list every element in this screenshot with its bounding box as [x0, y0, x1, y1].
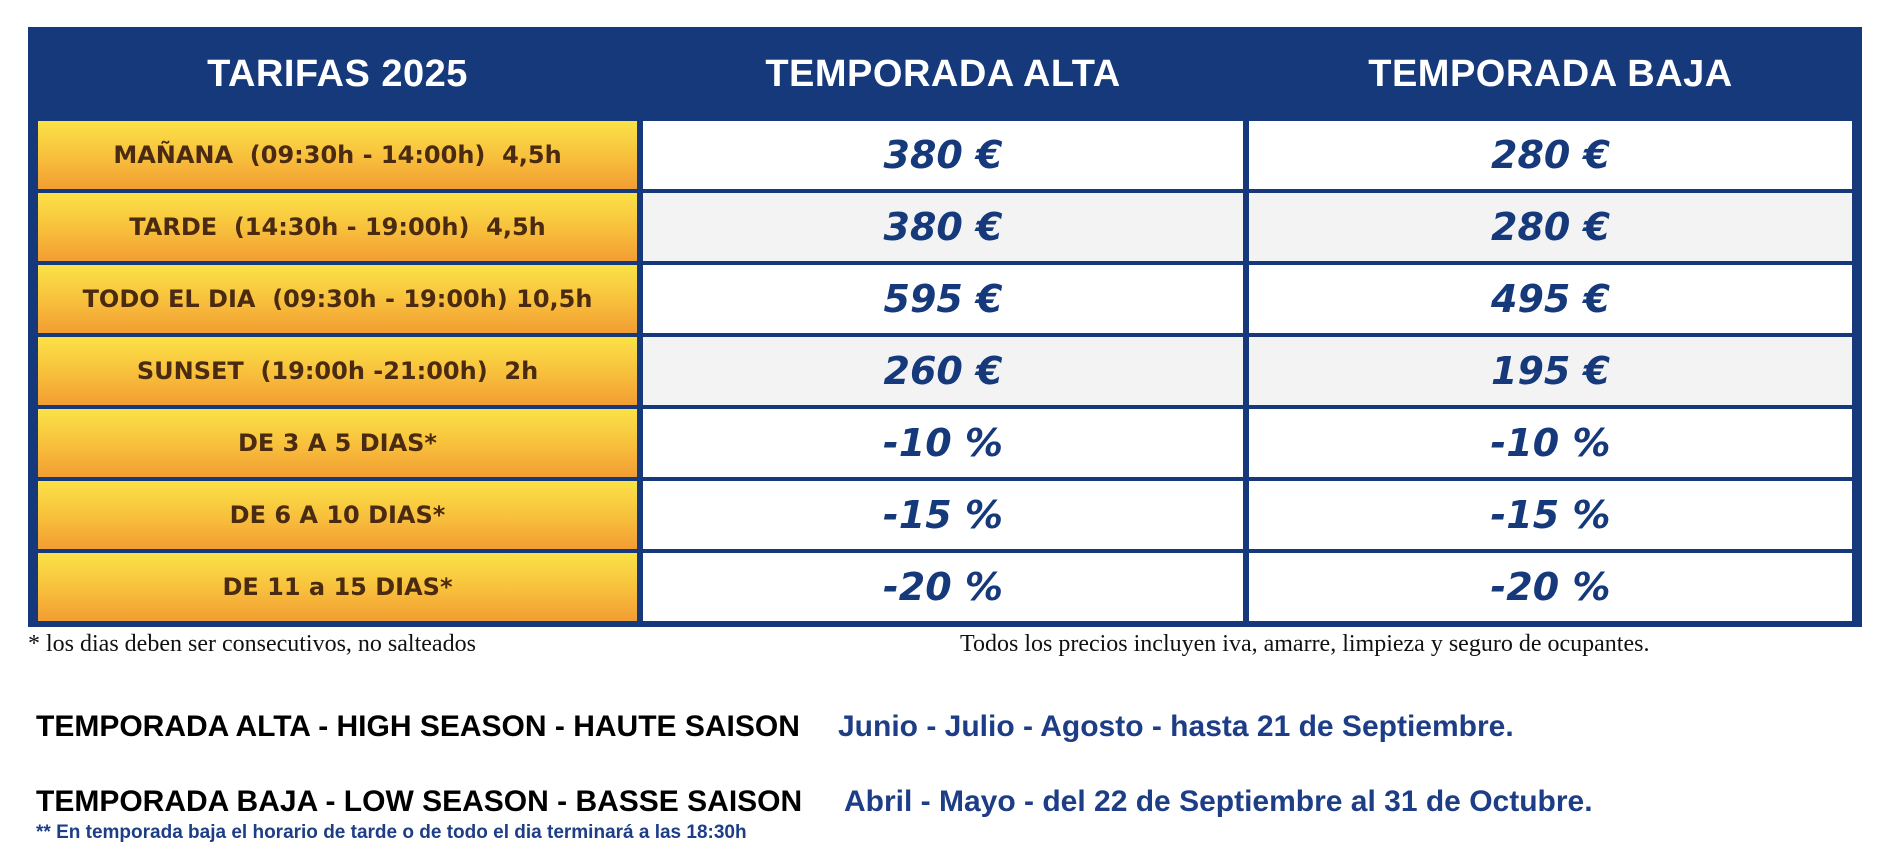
- row-label: MAÑANA (09:30h - 14:00h) 4,5h: [38, 121, 637, 189]
- price-alta: 595 €: [643, 265, 1243, 333]
- row-label: SUNSET (19:00h -21:00h) 2h: [38, 337, 637, 405]
- price-baja: 280 €: [1249, 121, 1852, 189]
- table-row: SUNSET (19:00h -21:00h) 2h 260 € 195 €: [28, 337, 1862, 405]
- discount-baja: -15 %: [1249, 481, 1852, 549]
- row-label: DE 6 A 10 DIAS*: [38, 481, 637, 549]
- high-season-dates: Junio - Julio - Agosto - hasta 21 de Sep…: [838, 710, 1514, 743]
- price-alta: 380 €: [643, 121, 1243, 189]
- table-row: DE 3 A 5 DIAS* -10 % -10 %: [28, 409, 1862, 477]
- table-row: TARDE (14:30h - 19:00h) 4,5h 380 € 280 €: [28, 193, 1862, 261]
- price-alta: 380 €: [643, 193, 1243, 261]
- price-baja: 495 €: [1249, 265, 1852, 333]
- rates-table: TARIFAS 2025 TEMPORADA ALTA TEMPORADA BA…: [28, 27, 1862, 627]
- table-row: TODO EL DIA (09:30h - 19:00h) 10,5h 595 …: [28, 265, 1862, 333]
- discount-alta: -10 %: [643, 409, 1243, 477]
- table-row: DE 11 a 15 DIAS* -20 % -20 %: [28, 553, 1862, 621]
- row-label: DE 11 a 15 DIAS*: [38, 553, 637, 621]
- price-baja: 195 €: [1249, 337, 1852, 405]
- header-temporada-baja: TEMPORADA BAJA: [1368, 52, 1733, 95]
- prices-included-note: Todos los precios incluyen iva, amarre, …: [960, 631, 1650, 657]
- table-row: MAÑANA (09:30h - 14:00h) 4,5h 380 € 280 …: [28, 121, 1862, 189]
- price-alta: 260 €: [643, 337, 1243, 405]
- low-season-dates: Abril - Mayo - del 22 de Septiembre al 3…: [844, 785, 1593, 818]
- low-season-label: TEMPORADA BAJA - LOW SEASON - BASSE SAIS…: [36, 785, 803, 818]
- consecutive-days-note: * los dias deben ser consecutivos, no sa…: [28, 631, 476, 657]
- header-tarifas: TARIFAS 2025: [207, 52, 468, 95]
- header-temporada-alta: TEMPORADA ALTA: [765, 52, 1121, 95]
- row-label: TARDE (14:30h - 19:00h) 4,5h: [38, 193, 637, 261]
- low-season-schedule-footnote: ** En temporada baja el horario de tarde…: [36, 822, 747, 843]
- discount-baja: -20 %: [1249, 553, 1852, 621]
- table-row: DE 6 A 10 DIAS* -15 % -15 %: [28, 481, 1862, 549]
- table-header-row: TARIFAS 2025 TEMPORADA ALTA TEMPORADA BA…: [28, 27, 1862, 121]
- discount-baja: -10 %: [1249, 409, 1852, 477]
- discount-alta: -20 %: [643, 553, 1243, 621]
- row-label: DE 3 A 5 DIAS*: [38, 409, 637, 477]
- row-label: TODO EL DIA (09:30h - 19:00h) 10,5h: [38, 265, 637, 333]
- price-baja: 280 €: [1249, 193, 1852, 261]
- high-season-label: TEMPORADA ALTA - HIGH SEASON - HAUTE SAI…: [36, 710, 800, 743]
- discount-alta: -15 %: [643, 481, 1243, 549]
